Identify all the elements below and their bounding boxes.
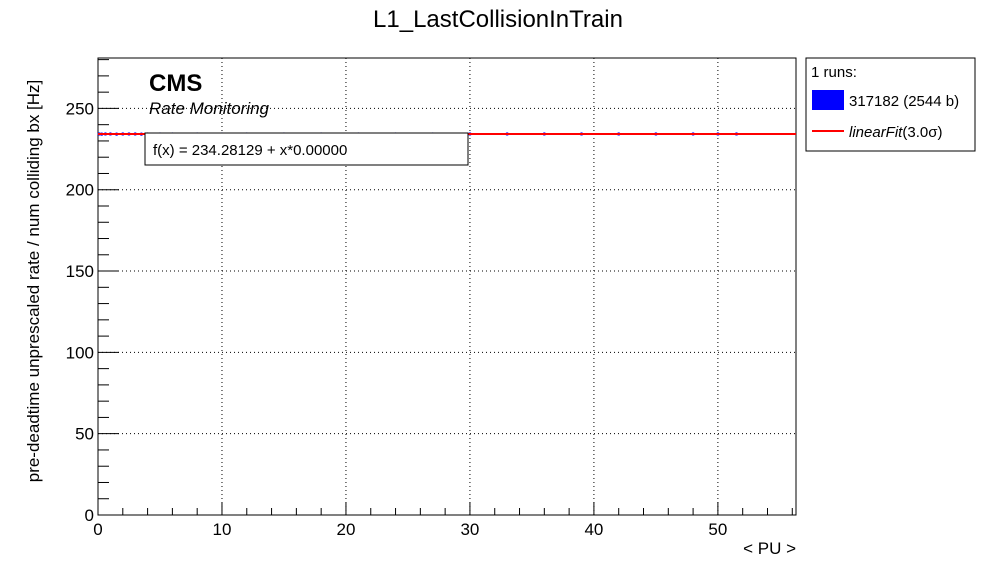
plot-area [97,57,797,516]
x-tick-label: 10 [213,520,232,539]
y-tick-label: 150 [66,262,94,281]
axis-ticks: 0 10 20 30 40 50 0 50 100 150 200 250 [66,59,793,539]
chart-title: L1_LastCollisionInTrain [373,6,623,33]
y-axis-label: pre-deadtime unprescaled rate / num coll… [24,80,43,483]
y-tick-label: 100 [66,343,94,362]
x-tick-label: 30 [460,520,479,539]
y-tick-label: 0 [85,506,94,525]
fit-formula: f(x) = 234.28129 + x*0.00000 [153,142,347,159]
x-tick-label: 20 [336,520,355,539]
y-tick-label: 200 [66,181,94,200]
y-tick-label: 250 [66,99,94,118]
legend-swatch-run [812,90,844,110]
y-tick-label: 50 [75,425,94,444]
legend-label-fit: linearFit(3.0σ) [849,124,942,141]
x-tick-label: 50 [708,520,727,539]
x-tick-label: 0 [93,520,102,539]
legend-header: 1 runs: [811,64,857,81]
experiment-label: CMS [149,70,202,97]
legend-label-run: 317182 (2544 b) [849,93,959,110]
x-tick-label: 40 [584,520,603,539]
legend-box [805,57,976,152]
fit-box [144,132,469,166]
subtitle-label: Rate Monitoring [149,99,270,118]
x-axis-label: < PU > [743,539,796,558]
